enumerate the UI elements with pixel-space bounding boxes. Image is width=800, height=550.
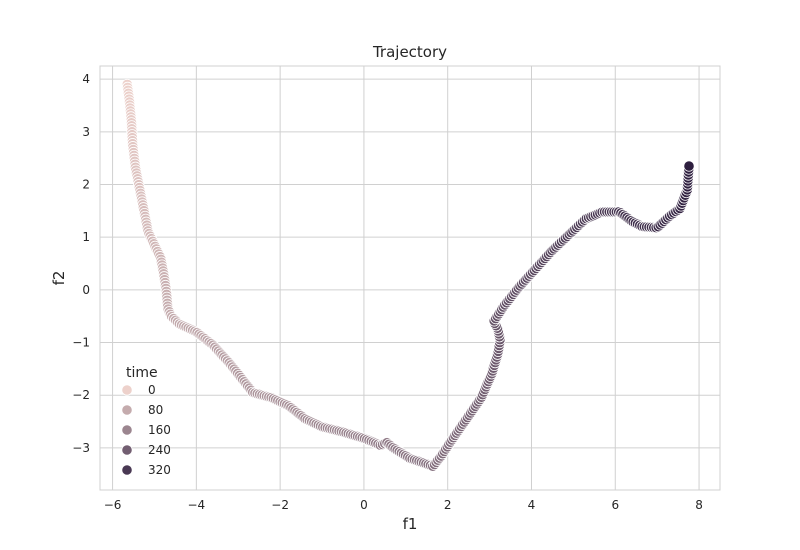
x-tick-label: −4: [187, 498, 205, 512]
y-tick-label: −2: [72, 388, 90, 402]
plot-background: [100, 66, 720, 490]
legend-marker: [121, 404, 133, 416]
legend-label: 80: [148, 403, 163, 417]
y-tick-label: −3: [72, 441, 90, 455]
legend-marker: [121, 424, 133, 436]
x-tick-label: −6: [104, 498, 122, 512]
x-tick-label: 4: [528, 498, 536, 512]
y-axis-label: f2: [50, 271, 68, 286]
legend-label: 240: [148, 443, 171, 457]
x-tick-label: −2: [271, 498, 289, 512]
chart-title: Trajectory: [372, 43, 447, 61]
y-tick-labels: −3 −2 −1 0 1 2 3 4: [72, 72, 90, 455]
legend-marker: [121, 444, 133, 456]
legend-label: 160: [148, 423, 171, 437]
y-tick-label: 2: [82, 178, 90, 192]
scatter-point: [683, 160, 695, 172]
y-tick-label: 3: [82, 125, 90, 139]
legend-marker: [121, 384, 133, 396]
x-tick-label: 8: [695, 498, 703, 512]
y-tick-label: 0: [82, 283, 90, 297]
legend-label: 320: [148, 463, 171, 477]
plot-frame: [99, 65, 721, 491]
x-tick-label: 6: [611, 498, 619, 512]
x-tick-label: 0: [360, 498, 368, 512]
legend-title: time: [126, 365, 158, 381]
y-tick-label: −1: [72, 336, 90, 350]
hue-legend: time 0 80 160 240 320: [121, 365, 171, 477]
legend-label: 0: [148, 383, 156, 397]
scatter-points: [121, 78, 695, 472]
x-axis-label: f1: [403, 515, 418, 533]
legend-marker: [121, 464, 133, 476]
x-tick-label: 2: [444, 498, 452, 512]
y-tick-label: 1: [82, 230, 90, 244]
x-tick-labels: −6 −4 −2 0 2 4 6 8: [104, 498, 703, 512]
y-tick-label: 4: [82, 72, 90, 86]
